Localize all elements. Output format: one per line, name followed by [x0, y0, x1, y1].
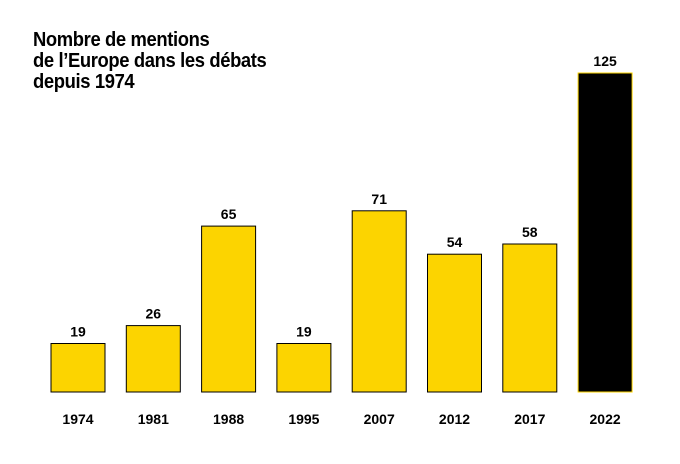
- x-tick-label-2007: 2007: [364, 411, 395, 427]
- chart-title: Nombre de mentions de l’Europe dans les …: [33, 30, 337, 93]
- value-label-2007: 71: [371, 191, 387, 207]
- chart-title-line-3: depuis 1974: [33, 71, 135, 93]
- bar-2022: [577, 72, 633, 393]
- x-tick-labels-layer: 1974 1981 1988 1995 2007 2012 2017 2022: [62, 411, 620, 427]
- bar-2012: [427, 253, 482, 393]
- value-label-2022: 125: [593, 53, 617, 69]
- value-labels-layer: 19 26 65 19 71 54 58 125: [70, 53, 617, 340]
- bars-layer: [50, 72, 633, 393]
- value-label-1988: 65: [221, 206, 237, 222]
- bar-1981: [125, 325, 181, 393]
- value-label-1981: 26: [146, 306, 162, 322]
- x-tick-label-1974: 1974: [62, 411, 93, 427]
- value-label-1974: 19: [70, 324, 86, 340]
- chart-title-line-2: de l’Europe dans les débats: [33, 50, 267, 72]
- x-tick-label-1988: 1988: [213, 411, 244, 427]
- x-tick-label-1995: 1995: [288, 411, 319, 427]
- bar-1995: [276, 343, 332, 393]
- value-label-2017: 58: [522, 224, 538, 240]
- bar-1974: [50, 343, 106, 393]
- chart-title-line-1: Nombre de mentions: [33, 29, 210, 51]
- x-tick-label-1981: 1981: [138, 411, 169, 427]
- bar-2007: [351, 210, 407, 393]
- x-tick-label-2012: 2012: [439, 411, 470, 427]
- x-tick-label-2017: 2017: [514, 411, 545, 427]
- bar-1988: [201, 225, 257, 393]
- x-tick-label-2022: 2022: [590, 411, 621, 427]
- bar-2017: [502, 243, 558, 393]
- value-label-2012: 54: [447, 234, 463, 250]
- value-label-1995: 19: [296, 324, 312, 340]
